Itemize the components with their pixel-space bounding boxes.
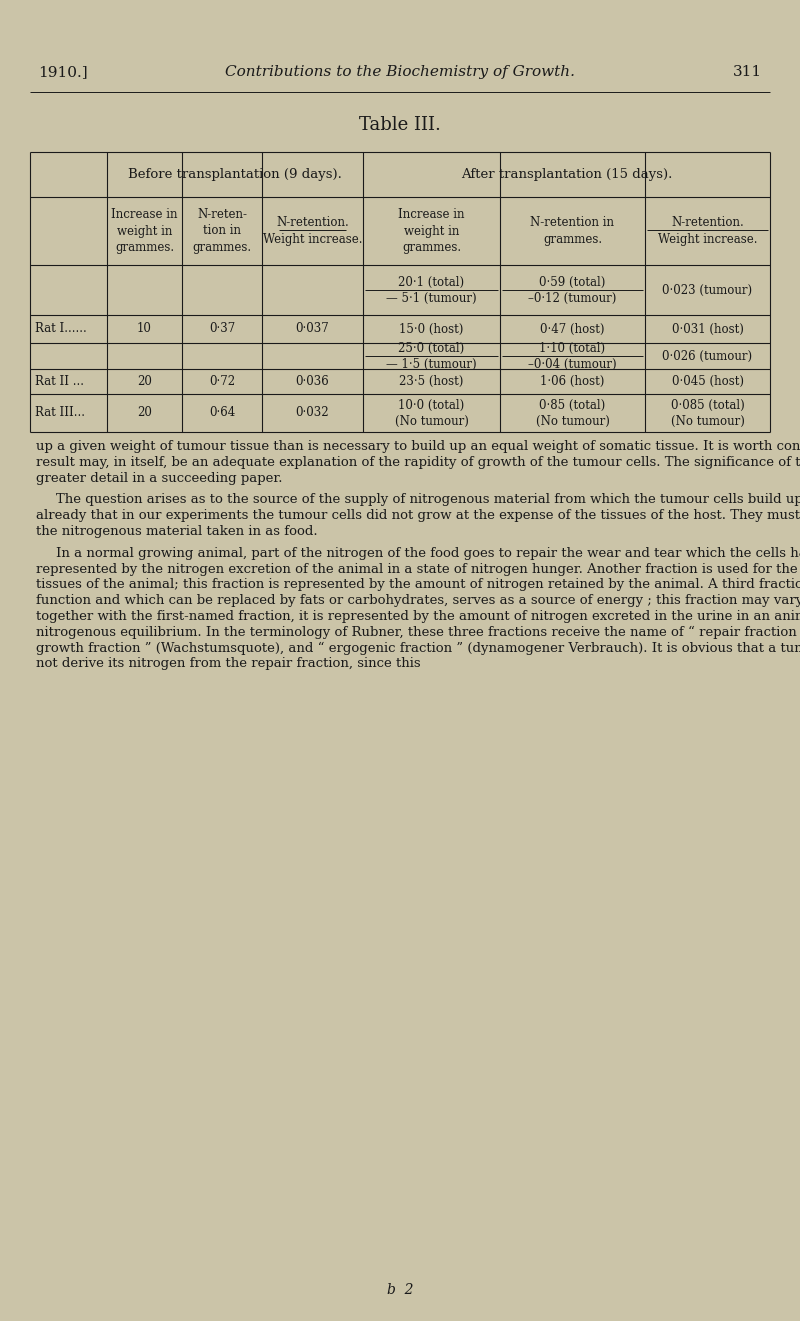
- Text: Weight increase.: Weight increase.: [262, 234, 362, 247]
- Text: 0·64: 0·64: [209, 407, 235, 420]
- Text: 1·10 (total): 1·10 (total): [539, 342, 606, 354]
- Text: Increase in
weight in
grammes.: Increase in weight in grammes.: [111, 207, 178, 254]
- Text: nitrogenous equilibrium. In the terminology of Rubner, these three fractions rec: nitrogenous equilibrium. In the terminol…: [36, 626, 800, 639]
- Text: represented by the nitrogen excretion of the animal in a state of nitrogen hunge: represented by the nitrogen excretion of…: [36, 563, 800, 576]
- Text: In a normal growing animal, part of the nitrogen of the food goes to repair the : In a normal growing animal, part of the …: [56, 547, 800, 560]
- Text: The question arises as to the source of the supply of nitrogenous material from : The question arises as to the source of …: [56, 494, 800, 506]
- Text: 25·0 (total): 25·0 (total): [398, 342, 465, 354]
- Text: greater detail in a succeeding paper.: greater detail in a succeeding paper.: [36, 472, 282, 485]
- Text: 23·5 (host): 23·5 (host): [399, 375, 464, 388]
- Text: (No tumour): (No tumour): [670, 415, 745, 428]
- Text: 0·85 (total): 0·85 (total): [539, 399, 606, 412]
- Text: 0·023 (tumour): 0·023 (tumour): [662, 284, 753, 296]
- Text: 0·026 (tumour): 0·026 (tumour): [662, 350, 753, 362]
- Text: (No tumour): (No tumour): [535, 415, 610, 428]
- Text: together with the first-named fraction, it is represented by the amount of nitro: together with the first-named fraction, …: [36, 610, 800, 624]
- Text: Rat III...: Rat III...: [35, 407, 85, 420]
- Text: up a given weight of tumour tissue than is necessary to build up an equal weight: up a given weight of tumour tissue than …: [36, 440, 800, 453]
- Text: Rat II ...: Rat II ...: [35, 375, 84, 388]
- Text: 20·1 (total): 20·1 (total): [398, 276, 465, 288]
- Text: 20: 20: [137, 407, 152, 420]
- Text: 10·0 (total): 10·0 (total): [398, 399, 465, 412]
- Text: function and which can be replaced by fats or carbohydrates, serves as a source : function and which can be replaced by fa…: [36, 594, 800, 608]
- Text: 0·085 (total): 0·085 (total): [670, 399, 744, 412]
- Text: Before transplantation (9 days).: Before transplantation (9 days).: [128, 168, 342, 181]
- Text: N-reten-
tion in
grammes.: N-reten- tion in grammes.: [193, 207, 251, 254]
- Text: already that in our experiments the tumour cells did not grow at the expense of : already that in our experiments the tumo…: [36, 509, 800, 522]
- Text: Rat I......: Rat I......: [35, 322, 86, 336]
- Text: –0·12 (tumour): –0·12 (tumour): [528, 292, 617, 305]
- Text: growth fraction ” (Wachstumsquote), and “ ergogenic fraction ” (dynamogener Verb: growth fraction ” (Wachstumsquote), and …: [36, 642, 800, 655]
- Text: 0·031 (host): 0·031 (host): [671, 322, 743, 336]
- Text: N-retention.: N-retention.: [671, 215, 744, 229]
- Text: 0·037: 0·037: [296, 322, 330, 336]
- Text: not derive its nitrogen from the repair fraction, since this: not derive its nitrogen from the repair …: [36, 658, 421, 670]
- Text: Table III.: Table III.: [359, 116, 441, 133]
- Text: N-retention.: N-retention.: [276, 215, 349, 229]
- Text: b  2: b 2: [386, 1283, 414, 1297]
- Text: 1910.]: 1910.]: [38, 65, 88, 79]
- Text: After transplantation (15 days).: After transplantation (15 days).: [461, 168, 672, 181]
- Text: –0·04 (tumour): –0·04 (tumour): [528, 358, 617, 370]
- Text: 15·0 (host): 15·0 (host): [399, 322, 464, 336]
- Text: — 5·1 (tumour): — 5·1 (tumour): [386, 292, 477, 305]
- Text: 0·47 (host): 0·47 (host): [540, 322, 605, 336]
- Text: Contributions to the Biochemistry of Growth.: Contributions to the Biochemistry of Gro…: [225, 65, 575, 79]
- Text: (No tumour): (No tumour): [394, 415, 469, 428]
- Text: 1·06 (host): 1·06 (host): [540, 375, 605, 388]
- Text: Increase in
weight in
grammes.: Increase in weight in grammes.: [398, 207, 465, 254]
- Text: 0·37: 0·37: [209, 322, 235, 336]
- Text: 0·036: 0·036: [296, 375, 330, 388]
- Text: — 1·5 (tumour): — 1·5 (tumour): [386, 358, 477, 370]
- Text: N-retention in
grammes.: N-retention in grammes.: [530, 217, 614, 246]
- Text: 20: 20: [137, 375, 152, 388]
- Text: 311: 311: [733, 65, 762, 79]
- Text: 0·72: 0·72: [209, 375, 235, 388]
- Text: result may, in itself, be an adequate explanation of the rapidity of growth of t: result may, in itself, be an adequate ex…: [36, 456, 800, 469]
- Text: the nitrogenous material taken in as food.: the nitrogenous material taken in as foo…: [36, 524, 318, 538]
- Text: tissues of the animal; this fraction is represented by the amount of nitrogen re: tissues of the animal; this fraction is …: [36, 579, 800, 592]
- Text: 0·045 (host): 0·045 (host): [671, 375, 743, 388]
- Text: 10: 10: [137, 322, 152, 336]
- Text: 0·032: 0·032: [296, 407, 330, 420]
- Text: Weight increase.: Weight increase.: [658, 234, 758, 247]
- Text: 0·59 (total): 0·59 (total): [539, 276, 606, 288]
